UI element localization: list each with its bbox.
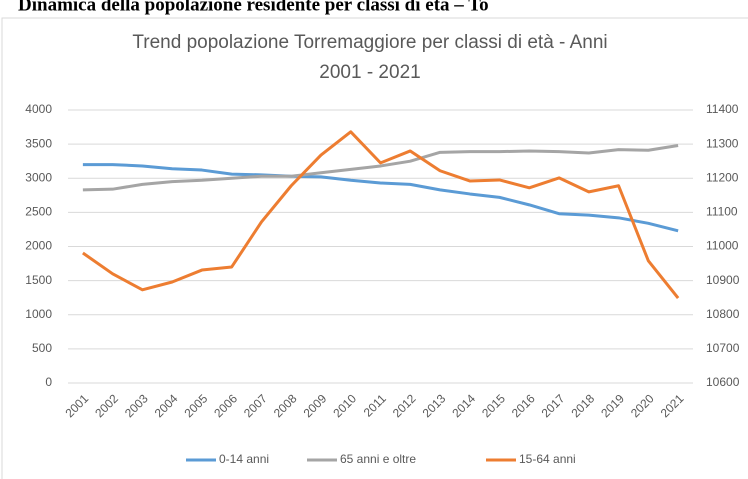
- y-tick-label: 2000: [25, 239, 52, 253]
- series-line: [82, 163, 679, 233]
- y-tick-label: 2500: [25, 205, 52, 219]
- legend-label: 15-64 anni: [519, 452, 576, 466]
- y-tick-label: 500: [32, 341, 52, 355]
- y-tick-label: 0: [45, 375, 52, 389]
- y2-tick-label: 11000: [706, 239, 739, 253]
- legend-label: 65 anni e oltre: [340, 452, 416, 466]
- series-line: [82, 130, 680, 299]
- chart-title: Trend popolazione Torremaggiore per clas…: [132, 32, 607, 53]
- y2-tick-label: 10600: [706, 375, 740, 389]
- y2-tick-label: 11400: [706, 102, 739, 116]
- y-tick-label: 3000: [25, 170, 52, 184]
- y2-tick-label: 10700: [706, 341, 740, 355]
- legend-label: 0-14 anni: [219, 452, 269, 466]
- y2-tick-label: 11200: [706, 170, 739, 184]
- chart-frame: [1, 17, 748, 479]
- chart-title: 2001 - 2021: [319, 62, 420, 83]
- y2-tick-label: 10800: [706, 307, 740, 321]
- y2-tick-label: 10900: [706, 273, 740, 287]
- heading: Dinamica della popolazione residente per…: [18, 0, 489, 15]
- y-tick-label: 3500: [25, 136, 52, 150]
- y2-tick-label: 11100: [706, 205, 738, 219]
- y-tick-label: 1000: [25, 307, 52, 321]
- y2-tick-label: 11300: [706, 136, 739, 150]
- series-line: [82, 144, 679, 192]
- y-tick-label: 1500: [25, 273, 52, 287]
- y-tick-label: 4000: [25, 102, 52, 116]
